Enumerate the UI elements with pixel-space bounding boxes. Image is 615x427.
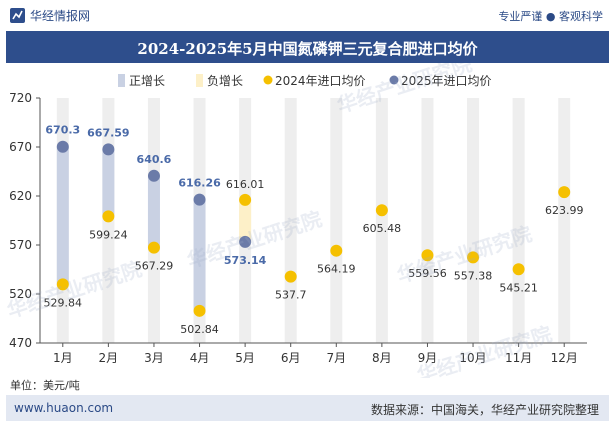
data-label-2025: 670.3 [45,124,80,137]
point-2024 [147,241,160,254]
point-2024 [239,193,252,206]
positive-change-bar [193,199,206,311]
positive-change-bar [102,149,115,217]
legend-label-3: 2025年进口均价 [401,74,492,88]
point-2024 [421,249,434,262]
legend-label-0: 正增长 [129,74,165,88]
column-bg [467,98,480,343]
data-label-2024: 545.21 [499,281,538,294]
unit-label: 单位：美元/吨 [10,379,80,392]
y-tick-label: 470 [9,336,32,350]
title-bar: 2024-2025年5月中国氮磷钾三元复合肥进口均价 [6,31,609,63]
y-tick-label: 620 [9,189,32,203]
slogan: 专业严谨 ● 客观科学 [498,10,603,23]
x-tick-label: 11月 [505,351,532,365]
x-tick-label: 10月 [459,351,486,365]
data-label-2025: 667.59 [87,126,129,139]
chart-title: 2024-2025年5月中国氮磷钾三元复合肥进口均价 [137,40,478,58]
data-label-2024: 559.56 [408,267,447,280]
y-tick-label: 570 [9,238,32,252]
negative-change-bar [239,199,252,242]
point-2024 [467,251,480,264]
legend-label-2: 2024年进口均价 [275,74,366,88]
x-tick-label: 8月 [372,351,392,365]
data-source: 数据来源：中国海关，华经产业研究院整理 [370,403,599,417]
legend-marker-2 [263,75,273,85]
data-label-2024: 529.84 [44,296,83,309]
legend-swatch-1 [196,74,203,87]
data-label-2024: 605.48 [363,222,402,235]
point-2025 [147,169,160,182]
point-2025 [102,143,115,156]
positive-change-bar [56,146,69,285]
data-label-2024: 537.7 [275,289,307,302]
chart: 正增长 负增长 2024年进口均价 2025年进口均价 470 520 570 620 670 7… [4,63,587,378]
data-label-2024: 564.19 [317,263,356,276]
column-bg [558,98,571,343]
legend-swatch-0 [118,74,125,87]
footer: www.huaon.com 数据来源：中国海关，华经产业研究院整理 [6,395,609,421]
y-tick-label: 670 [9,140,32,154]
point-2024 [375,204,388,217]
brand-logo-icon [10,8,25,23]
point-2024 [330,244,343,257]
point-2024 [284,270,297,283]
x-tick-label: 3月 [144,351,164,365]
data-label-2024: 623.99 [545,204,584,217]
column-bg [330,98,343,343]
column-bg [375,98,388,343]
data-label-2024: 616.01 [226,178,265,191]
data-label-2025: 616.26 [178,177,221,190]
x-tick-label: 12月 [551,351,578,365]
point-2024 [193,304,206,317]
data-label-2025: 573.14 [224,254,267,267]
data-label-2025: 640.6 [137,153,172,166]
brand[interactable]: 华经情报网 [10,7,90,24]
x-tick-label: 6月 [281,351,301,365]
legend-label-1: 负增长 [207,74,243,88]
column-bg [512,98,525,343]
x-tick-label: 9月 [418,351,438,365]
point-2025 [56,140,69,153]
legend-marker-3 [389,75,399,85]
y-tick-label: 520 [9,287,32,301]
positive-change-bar [147,175,160,248]
column-bg [421,98,434,343]
site-link[interactable]: www.huaon.com [14,401,114,415]
top-bar: 华经情报网 专业严谨 ● 客观科学 [0,0,615,30]
x-tick-label: 1月 [53,351,73,365]
point-2025 [193,193,206,206]
watermark-text: 华经产业研究院 [414,322,555,378]
y-tick-label: 720 [9,91,32,105]
x-tick-label: 2月 [99,351,119,365]
point-2024 [56,278,69,291]
point-2024 [558,186,571,199]
brand-name: 华经情报网 [30,9,91,23]
data-label-2024: 567.29 [135,260,174,273]
x-tick-label: 5月 [235,351,255,365]
x-tick-label: 7月 [326,351,346,365]
data-label-2024: 557.38 [454,269,493,282]
x-tick-label: 4月 [190,351,210,365]
data-label-2024: 599.24 [89,228,128,241]
point-2024 [512,263,525,276]
point-2025 [239,235,252,248]
data-label-2024: 502.84 [180,323,219,336]
point-2024 [102,210,115,223]
watermark-text: 华经产业研究院 [334,63,475,118]
